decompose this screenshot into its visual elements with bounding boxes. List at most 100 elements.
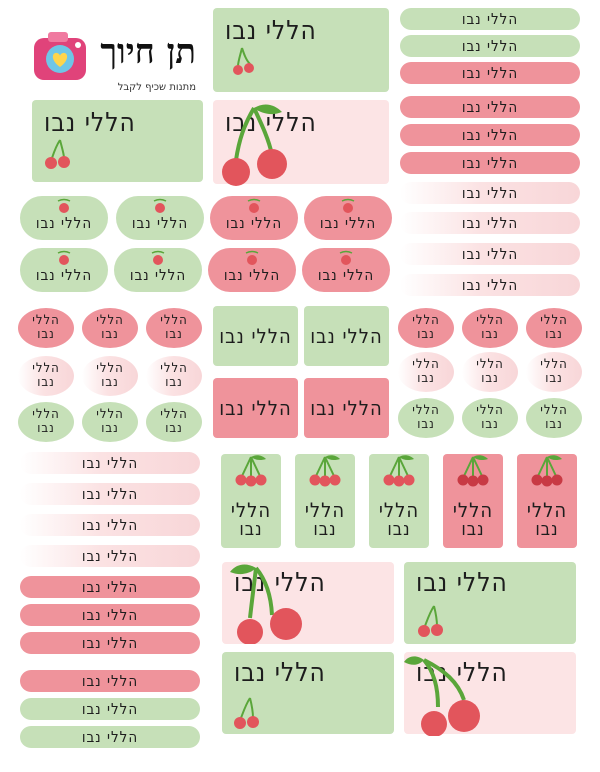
cherry-icon [234,697,259,729]
label-word2: נבו [101,421,119,436]
pill-label: הללי נבו [400,62,580,84]
oval-label: הללי נבו [462,398,518,438]
label-word1: הללי [32,407,60,423]
label-word1: הללי [476,313,504,329]
pill-label: הללי נבו [400,274,580,296]
label-text: הללי נבו [81,578,139,596]
label-word1: הללי [540,357,568,373]
pill-label: הללי נבו [20,670,200,692]
label-text: הללי נבו [234,568,326,598]
label-text: הללי נבו [310,324,383,348]
label-text: הללי נבו [461,154,519,172]
label-text: הללי נבו [81,454,139,472]
oval-label: הללי נבו [146,402,202,442]
label-text: הללי נבו [319,214,377,232]
pill-label: הללי נבו [20,483,200,505]
cherry-icon [151,250,165,265]
pill-label: הללי נבו [400,35,580,57]
label-word2: נבו [239,519,263,541]
label-word1: הללי [540,403,568,419]
label-word2: נבו [37,421,55,436]
cherry-icon [341,198,355,213]
pill-label: הללי נבו [20,604,200,626]
oval-label: הללי נבו [82,402,138,442]
label-word2: נבו [165,327,183,342]
label-text: הללי נבו [81,606,139,624]
oval-label: הללי נבו [18,356,74,396]
tag-label: הללי נבו [221,454,281,548]
label-text: הללי נבו [461,37,519,55]
label-word2: נבו [535,519,559,541]
label-text: הללי נבו [81,700,139,718]
label-word2: נבו [101,375,119,390]
label-text: הללי נבו [129,266,187,284]
label-text: הללי נבו [81,728,139,746]
pill-label: הללי נבו [400,182,580,204]
oval-label: הללי נבו [146,356,202,396]
pill-label: הללי נבו [400,96,580,118]
cherry-icon [233,47,254,75]
label-text: הללי נבו [81,547,139,565]
pill-label: הללי נבו [400,152,580,174]
label-word1: הללי [96,407,124,423]
label-word2: נבו [417,327,435,342]
label-word2: נבו [545,371,563,386]
label-text: הללי נבו [81,672,139,690]
oval-label: הללי נבו [462,308,518,348]
tag-label: הללי נבו [369,454,429,548]
cherry-icon [230,564,302,644]
cherry-icon [531,455,563,487]
label-text: הללי נבו [310,396,383,420]
label-word2: נבו [545,417,563,432]
label-text: הללי נבו [225,16,317,46]
label-word1: הללי [412,357,440,373]
label-word1: הללי [160,361,188,377]
label-word2: נבו [165,421,183,436]
cherry-icon [309,455,341,487]
brand-tagline: מתנות שכיף לקבל [117,82,196,93]
label-word2: נבו [417,417,435,432]
label-text: הללי נבו [234,658,326,688]
label-text: הללי נבו [461,64,519,82]
label-text: הללי נבו [219,396,292,420]
cherry-icon [383,455,415,487]
cherry-icon [57,198,71,213]
label-word2: נבו [481,327,499,342]
label-word2: נבו [387,519,411,541]
label-word2: נבו [37,375,55,390]
label-text: הללי נבו [461,245,519,263]
label-text: הללי נבו [81,634,139,652]
oval-label: הללי נבו [462,352,518,392]
label-word2: נבו [481,371,499,386]
cherry-icon [45,139,70,169]
label-word1: הללי [540,313,568,329]
cherry-icon [404,656,480,736]
cherry-icon [339,250,353,265]
tag-label: הללי נבו [295,454,355,548]
cherry-icon [247,198,261,213]
pill-label: הללי נבו [20,726,200,748]
label-text: הללי נבו [44,108,136,138]
label-text: הללי נבו [81,516,139,534]
label-word2: נבו [461,519,485,541]
label-text: הללי נבו [461,184,519,202]
label-word1: הללי [96,361,124,377]
label-text: הללי נבו [219,324,292,348]
label-text: הללי נבו [317,266,375,284]
pill-label: הללי נבו [400,243,580,265]
pill-label: הללי נבו [400,212,580,234]
oval-label: הללי נבו [526,352,582,392]
oval-label: הללי נבו [146,308,202,348]
brand-name: תן חיוך [100,32,196,72]
tag-label: הללי נבו [443,454,503,548]
label-text: הללי נבו [461,214,519,232]
label-word2: נבו [37,327,55,342]
pill-label: הללי נבו [20,514,200,536]
label-word1: הללי [526,498,568,523]
oval-label: הללי נבו [82,356,138,396]
pill-label: הללי נבו [20,452,200,474]
label-word1: הללי [476,357,504,373]
label-word2: נבו [481,417,499,432]
oval-label: הללי נבו [526,308,582,348]
brand-logo: תן חיוך מתנות שכיף לקבל [30,8,202,96]
